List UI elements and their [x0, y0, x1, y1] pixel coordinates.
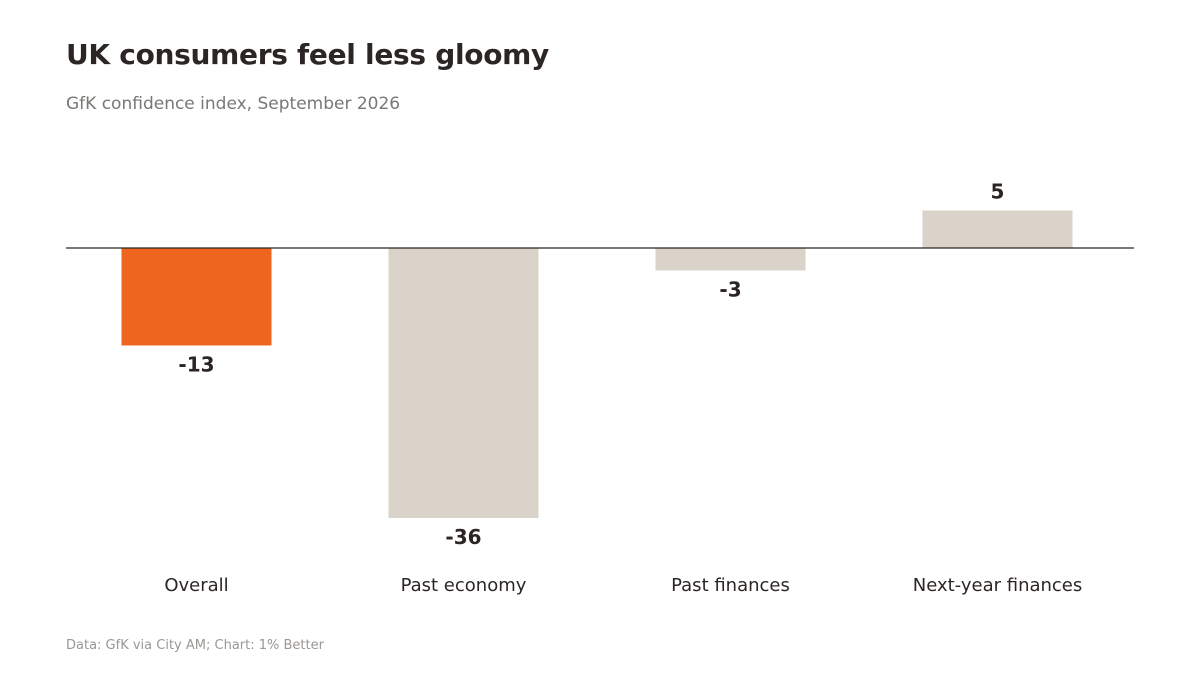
value-label-overall: -13	[178, 353, 214, 377]
bar-next-year-finances	[922, 210, 1073, 248]
bars-layer	[121, 210, 1073, 518]
value-label-past-economy: -36	[445, 525, 481, 549]
value-label-past-finances: -3	[719, 278, 741, 302]
chart-subtitle: GfK confidence index, September 2026	[66, 94, 401, 114]
bar-past-economy	[388, 248, 539, 518]
bar-overall	[121, 248, 272, 346]
value-label-next-year-finances: 5	[991, 180, 1005, 204]
source-note: Data: GfK via City AM; Chart: 1% Better	[66, 638, 324, 653]
chart-title: UK consumers feel less gloomy	[66, 38, 549, 71]
category-label-past-finances: Past finances	[671, 575, 790, 596]
category-label-past-economy: Past economy	[401, 575, 527, 596]
bar-past-finances	[655, 248, 806, 271]
category-label-overall: Overall	[164, 575, 228, 596]
labels-layer: -13 Overall -36 Past economy -3 Past finances…	[164, 180, 1082, 597]
category-label-next-year-finances: Next-year finances	[913, 575, 1083, 596]
